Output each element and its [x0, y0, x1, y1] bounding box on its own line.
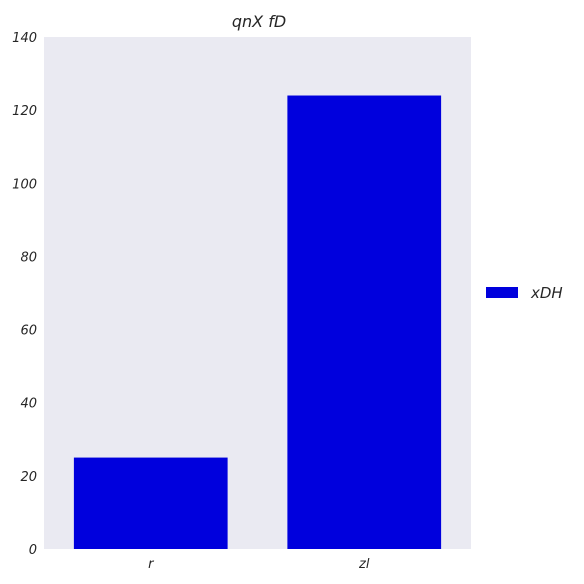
y-tick-label: 140	[12, 31, 37, 46]
y-tick-label: 80	[20, 250, 37, 265]
y-tick-label: 40	[20, 397, 37, 412]
bar-r	[73, 457, 228, 549]
legend: xDH	[486, 284, 563, 302]
y-tick-label: 20	[20, 470, 37, 485]
bar-zl	[287, 95, 442, 549]
x-tick-label: r	[148, 557, 155, 572]
bars-group	[73, 95, 442, 549]
y-tick-label: 0	[29, 543, 37, 558]
y-tick-label: 100	[12, 177, 37, 192]
y-tick-labels: 0 20 40 60 80 100 120 140	[12, 31, 37, 558]
x-tick-label: zl	[358, 557, 370, 572]
x-tick-labels: r zl	[148, 557, 370, 572]
chart-title: qnX fD	[232, 12, 286, 31]
y-tick-label: 60	[20, 324, 37, 339]
legend-swatch	[486, 287, 518, 298]
y-tick-label: 120	[12, 104, 37, 119]
legend-label: xDH	[530, 284, 563, 302]
